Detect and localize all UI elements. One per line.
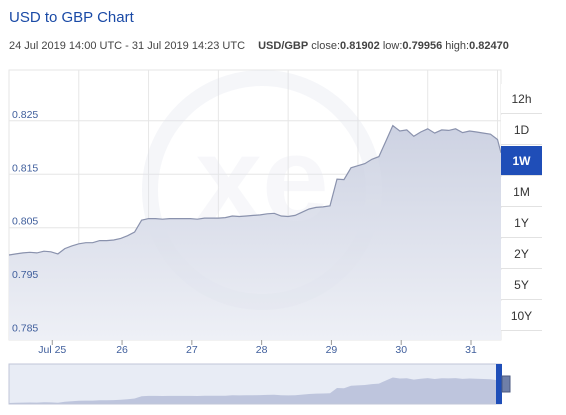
- range-selector: 12h 1D 1W 1M 1Y 2Y 5Y 10Y: [501, 84, 542, 332]
- range-button-12h[interactable]: 12h: [501, 84, 542, 114]
- date-range: 24 Jul 2019 14:00 UTC - 31 Jul 2019 14:2…: [9, 40, 246, 52]
- navigator[interactable]: [8, 363, 511, 405]
- range-button-10y[interactable]: 10Y: [501, 301, 542, 331]
- y-tick-label: 0.805: [12, 216, 38, 228]
- range-button-5y[interactable]: 5Y: [501, 270, 542, 300]
- chart-title: USD to GBP Chart: [9, 9, 134, 26]
- watermark-text: xe: [195, 112, 328, 246]
- x-tick-label: 28: [256, 344, 268, 356]
- close-label: close:: [311, 40, 341, 52]
- navigator-handle-grip[interactable]: [501, 375, 511, 393]
- y-tick-label: 0.825: [12, 109, 38, 121]
- navigator-area: [9, 377, 501, 404]
- x-tick-label: 29: [326, 344, 338, 356]
- y-axis: 0.785 0.795 0.805 0.815 0.825: [12, 109, 38, 335]
- range-button-1m[interactable]: 1M: [501, 177, 542, 207]
- x-axis: Jul 25 26 27 28 29 30 31: [38, 340, 477, 356]
- currency-pair: USD/GBP: [258, 40, 309, 52]
- y-tick-label: 0.785: [12, 323, 38, 335]
- navigator-handle[interactable]: [496, 364, 502, 404]
- x-tick-label: 26: [116, 344, 128, 356]
- navigator-selection: [8, 363, 502, 405]
- high-value: 0.82470: [469, 40, 509, 52]
- high-label: high:: [445, 40, 470, 52]
- price-line: [8, 124, 502, 256]
- range-button-2y[interactable]: 2Y: [501, 239, 542, 269]
- close-value: 0.81902: [340, 40, 380, 52]
- price-area: [9, 125, 501, 340]
- low-label: low:: [382, 40, 403, 52]
- x-tick-label: 31: [465, 344, 477, 356]
- chart-subtitle: 24 Jul 2019 14:00 UTC - 31 Jul 2019 14:2…: [9, 40, 509, 52]
- range-button-1y[interactable]: 1Y: [501, 208, 542, 238]
- range-button-1w[interactable]: 1W: [501, 146, 542, 176]
- low-value: 0.79956: [402, 40, 443, 52]
- y-tick-label: 0.815: [12, 162, 38, 174]
- range-button-1d[interactable]: 1D: [501, 115, 542, 145]
- x-tick-label: Jul 25: [38, 344, 66, 356]
- y-tick-label: 0.795: [12, 269, 38, 281]
- x-tick-label: 27: [186, 344, 198, 356]
- x-tick-label: 30: [395, 344, 407, 356]
- xe-watermark: xe: [142, 70, 382, 310]
